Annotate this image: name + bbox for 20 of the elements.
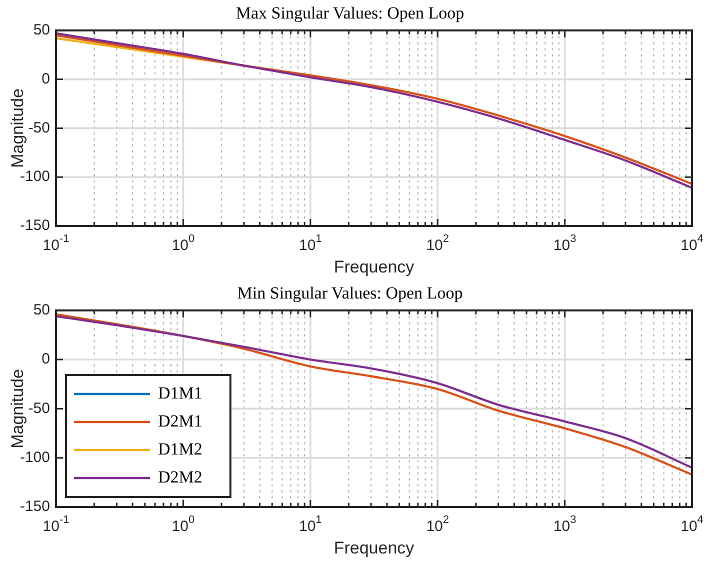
y-tick-label: -150 <box>20 498 50 516</box>
legend-label: D1M1 <box>158 383 202 402</box>
y-tick-label: 0 <box>42 350 50 368</box>
y-tick-label: -50 <box>28 119 50 136</box>
y-axis-title: Magnitude <box>8 369 27 448</box>
x-axis-title: Frequency <box>334 538 415 558</box>
legend-label: D2M2 <box>158 467 202 486</box>
y-tick-label: 50 <box>33 22 50 39</box>
chart-title: Min Singular Values: Open Loop <box>237 284 463 303</box>
x-axis-title: Frequency <box>334 257 415 276</box>
legend-label: D1M2 <box>158 439 202 458</box>
y-tick-label: 50 <box>33 302 50 319</box>
y-tick-label: -150 <box>20 217 50 234</box>
y-tick-label: -100 <box>20 168 50 186</box>
legend-label: D2M1 <box>158 411 202 430</box>
y-tick-label: 0 <box>42 70 50 88</box>
y-tick-label: -50 <box>28 400 50 417</box>
y-axis-title: Magnitude <box>8 88 27 168</box>
y-tick-label: -100 <box>20 448 50 466</box>
chart-title: Max Singular Values: Open Loop <box>236 4 464 23</box>
